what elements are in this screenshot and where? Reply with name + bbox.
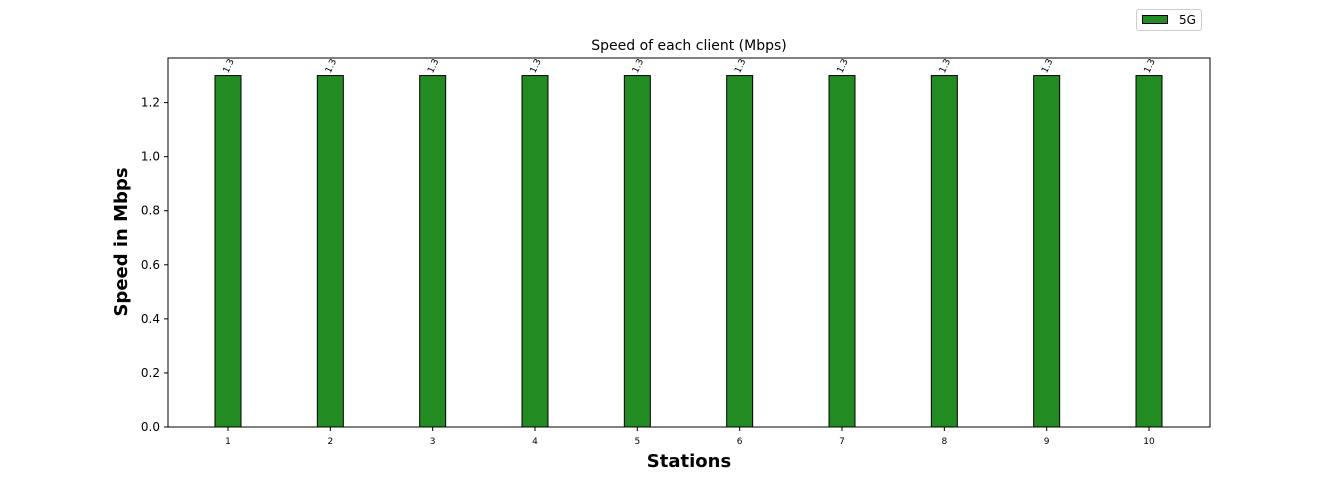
bar [1135, 75, 1163, 428]
x-tick-label: 2 [327, 437, 333, 447]
x-tick-label: 7 [839, 437, 845, 447]
x-axis-label: Stations [647, 451, 731, 472]
bar [1033, 75, 1061, 428]
x-tick-label: 3 [430, 437, 436, 447]
bar [828, 75, 856, 428]
data-label: 1.3 [631, 58, 646, 75]
bar [214, 75, 242, 428]
data-label: 1.3 [426, 58, 441, 75]
data-label: 1.3 [836, 58, 851, 75]
x-tick-label: 4 [532, 437, 538, 447]
chart-legend: 5G [1136, 9, 1202, 31]
data-label: 1.3 [324, 58, 339, 75]
data-label: 1.3 [1143, 58, 1158, 75]
y-tick-label: 0.2 [141, 366, 160, 380]
bar [930, 75, 958, 428]
x-tick-label: 10 [1143, 437, 1155, 447]
x-tick-label: 6 [737, 437, 743, 447]
y-tick-label: 0.8 [141, 204, 160, 218]
y-tick-label: 0.4 [141, 312, 160, 326]
data-label: 1.3 [222, 58, 237, 75]
x-tick-label: 9 [1044, 437, 1050, 447]
y-tick-label: 0.0 [141, 420, 160, 434]
x-tick-label: 5 [634, 437, 640, 447]
y-tick-label: 1.2 [141, 96, 160, 110]
bar [419, 75, 447, 428]
bar [316, 75, 344, 428]
legend-swatch [1142, 15, 1168, 24]
chart-title: Speed of each client (Mbps) [591, 38, 786, 54]
plot-area: 0.0 0.2 0.4 0.6 0.8 1.0 1.2 1 1.3 2 1.3 3 1.3 4 1.3 5 1.… [141, 57, 1211, 447]
bar [521, 75, 549, 428]
data-label: 1.3 [529, 58, 544, 75]
data-label: 1.3 [938, 58, 953, 75]
plot-frame [167, 57, 1211, 428]
bar [726, 75, 754, 428]
data-label: 1.3 [733, 58, 748, 75]
x-tick-label: 8 [941, 437, 947, 447]
y-axis-label: Speed in Mbps [111, 167, 132, 316]
legend-label: 5G [1179, 13, 1196, 27]
y-tick-label: 0.6 [141, 258, 160, 272]
data-label: 1.3 [1040, 58, 1055, 75]
x-tick-label: 1 [225, 437, 231, 447]
y-tick-label: 1.0 [141, 150, 160, 164]
bar [623, 75, 651, 428]
